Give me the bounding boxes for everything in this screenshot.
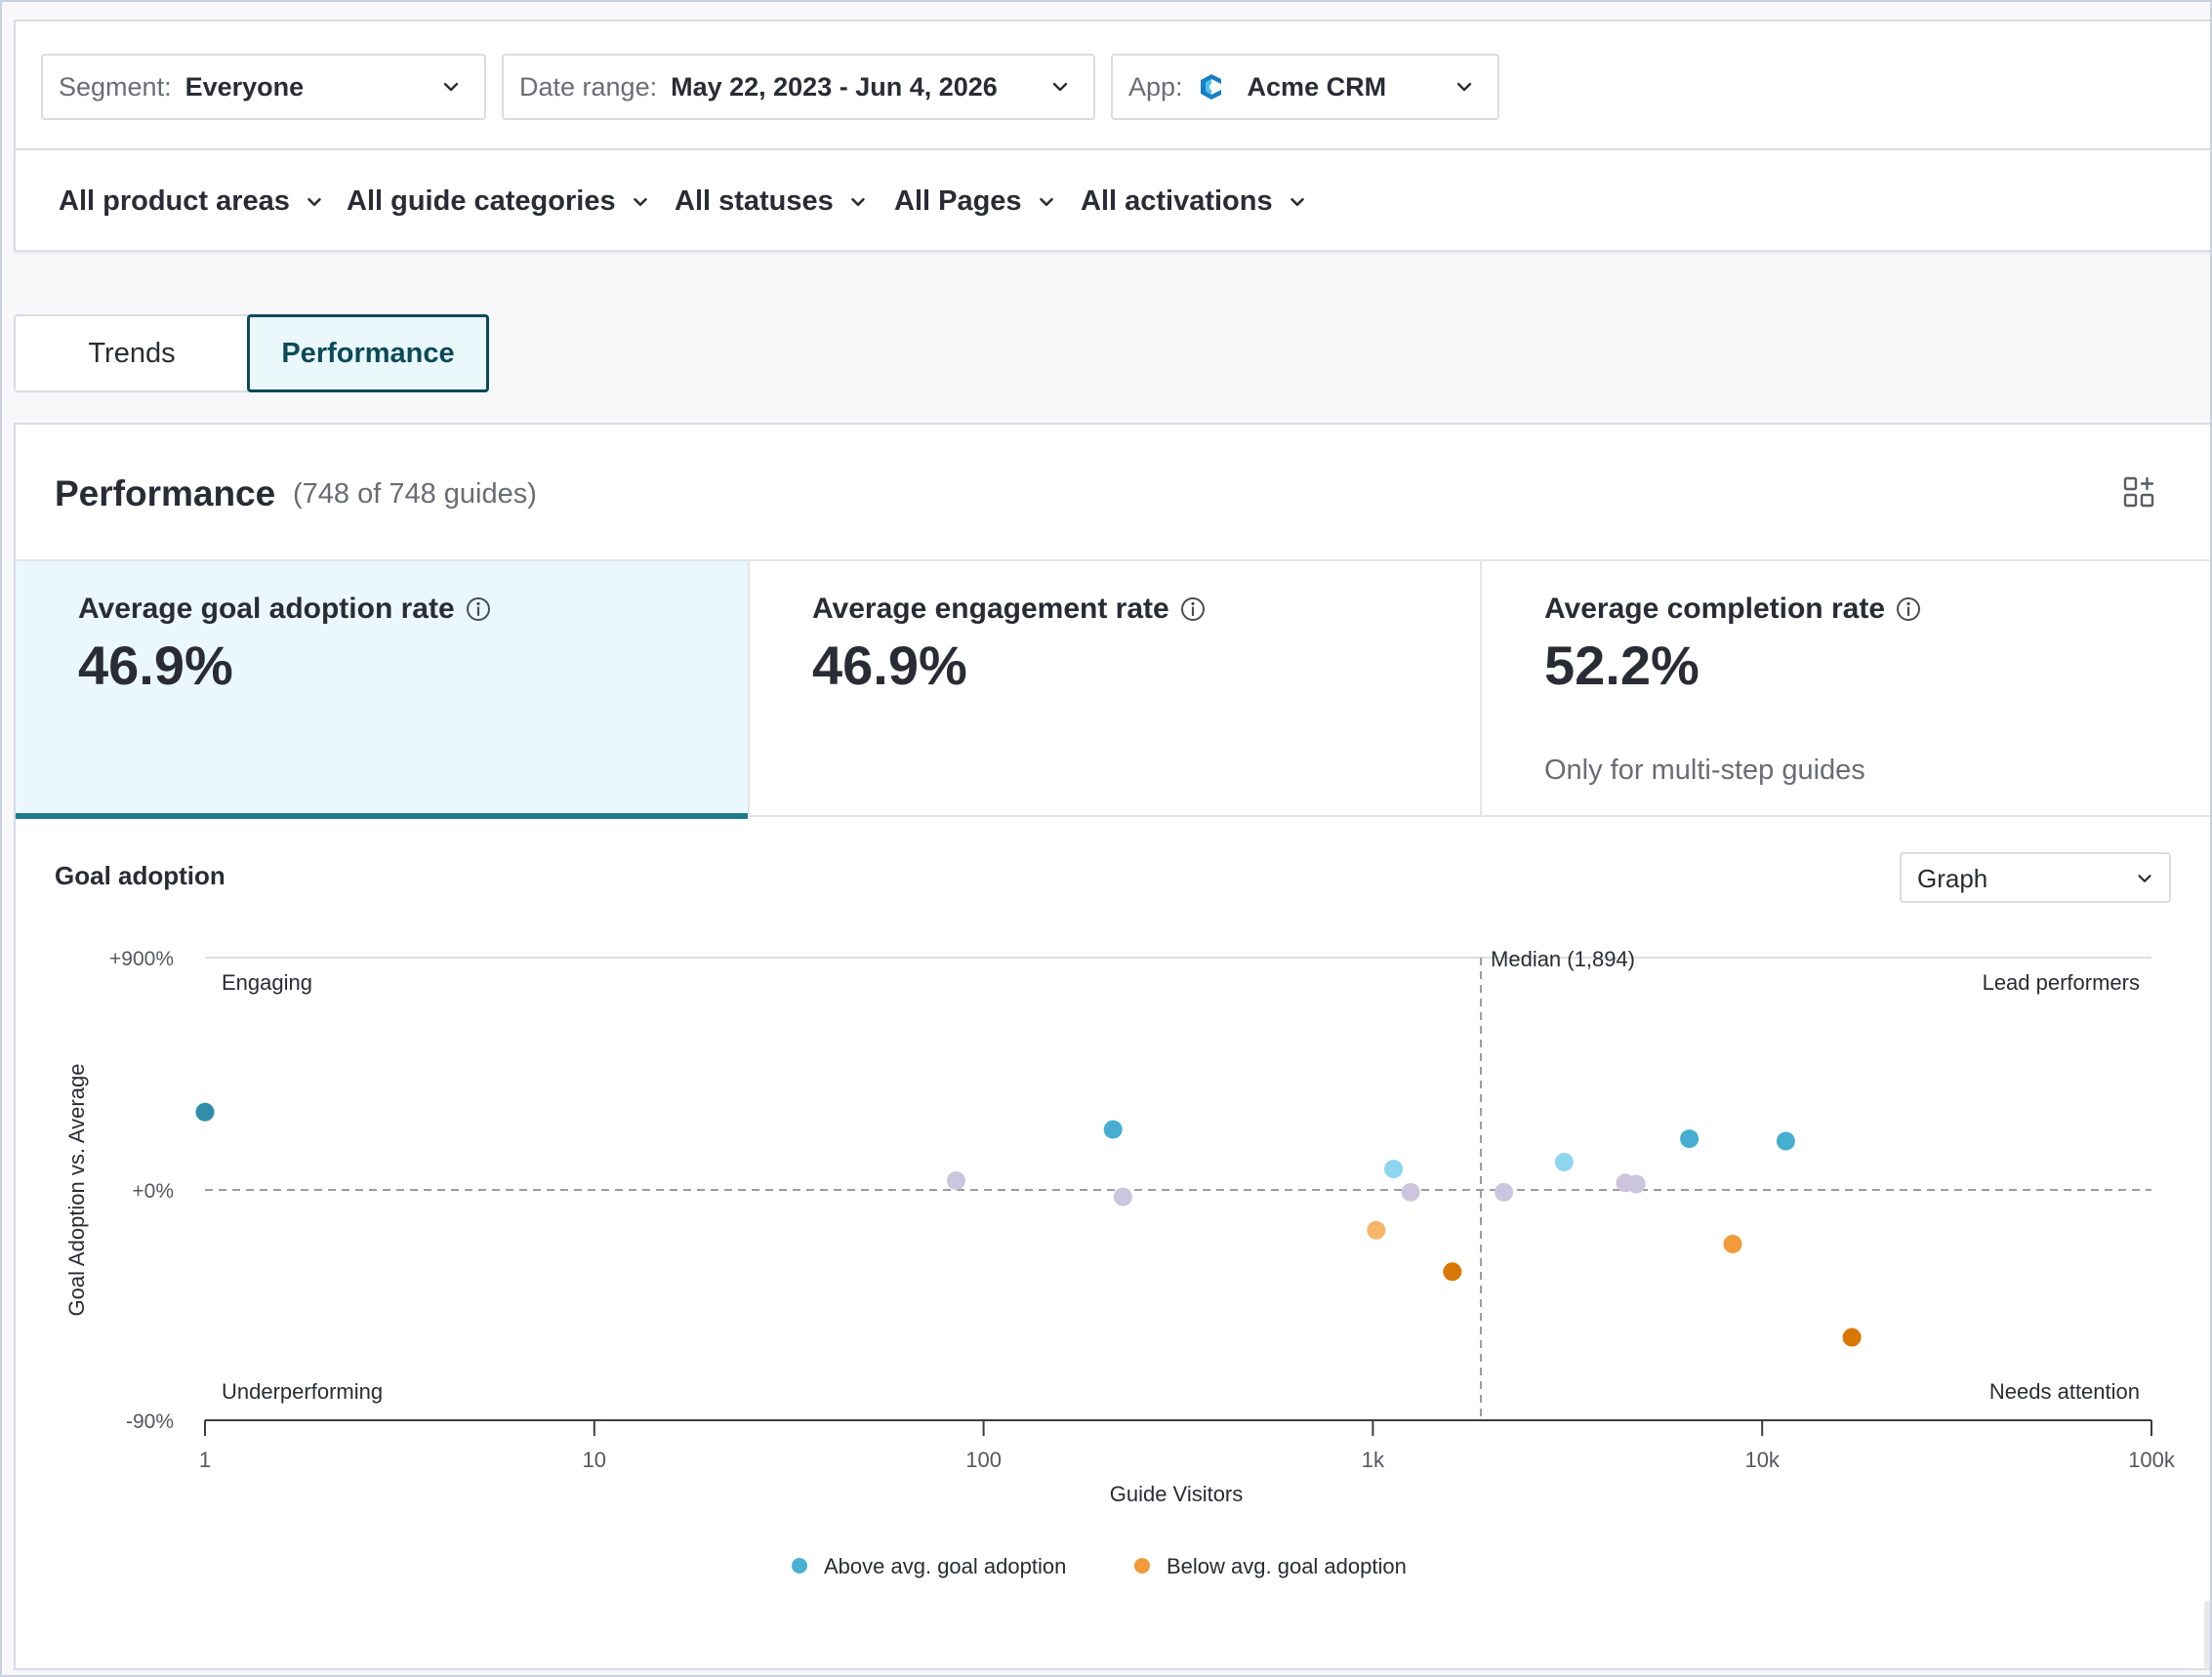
- metric-label-text: Average completion rate: [1544, 593, 1885, 625]
- card-title: Performance: [55, 473, 276, 513]
- tab-trends[interactable]: Trends: [14, 314, 248, 392]
- legend-marker-above: [792, 1558, 807, 1574]
- date-range-label: Date range:: [519, 71, 658, 102]
- view-type-select[interactable]: Graph: [1900, 852, 2171, 903]
- data-point: [1113, 1187, 1132, 1207]
- guide-count: (748 of 748 guides): [293, 478, 537, 510]
- x-tick-label: 10: [583, 1448, 606, 1472]
- data-point: [195, 1102, 215, 1122]
- info-icon[interactable]: [465, 595, 492, 623]
- view-type-value: Graph: [1917, 864, 1988, 893]
- app-filter[interactable]: App: Acme CRM: [1111, 54, 1499, 120]
- x-tick-label: 1: [199, 1448, 211, 1472]
- activations-label: All activations: [1081, 185, 1273, 217]
- quadrant-label-engaging: Engaging: [222, 970, 312, 995]
- product-areas-dropdown[interactable]: All product areas: [59, 185, 325, 218]
- scrollbar-handle[interactable]: [2204, 1601, 2212, 1669]
- chevron-down-icon: [851, 197, 865, 206]
- app-filter-label: App:: [1128, 71, 1183, 102]
- chart-section-title: Goal adoption: [55, 861, 225, 890]
- app-filter-value: Acme CRM: [1247, 71, 1387, 102]
- legend-label-below: Below avg. goal adoption: [1167, 1554, 1407, 1578]
- activations-dropdown[interactable]: All activations: [1081, 185, 1308, 218]
- y-tick-label: +0%: [132, 1180, 174, 1203]
- guide-categories-label: All guide categories: [347, 185, 616, 217]
- data-point: [1384, 1160, 1404, 1179]
- x-tick-label: 1k: [1362, 1448, 1385, 1472]
- metric-label-text: Average engagement rate: [812, 593, 1169, 625]
- secondary-filter-bar: All product areas All guide categories A…: [14, 150, 2212, 252]
- quadrant-label-needs-attention: Needs attention: [1989, 1379, 2140, 1404]
- metric-note: Only for multi-step guides: [1544, 755, 1865, 786]
- chevron-down-icon: [443, 82, 459, 92]
- guide-categories-dropdown[interactable]: All guide categories: [347, 185, 651, 218]
- chevron-down-icon: [633, 197, 647, 206]
- median-label: Median (1,894): [1491, 947, 1635, 971]
- add-widget-icon[interactable]: [2122, 475, 2155, 509]
- metric-value: 52.2%: [1544, 634, 1700, 696]
- data-point: [1776, 1131, 1795, 1151]
- data-point: [1495, 1182, 1514, 1202]
- data-point: [946, 1170, 965, 1190]
- x-tick-label: 10k: [1744, 1448, 1780, 1472]
- statuses-dropdown[interactable]: All statuses: [675, 185, 869, 218]
- data-point: [1443, 1262, 1462, 1282]
- y-tick-label: -90%: [126, 1411, 174, 1433]
- data-point: [1554, 1152, 1574, 1171]
- metric-label-text: Average goal adoption rate: [78, 593, 455, 625]
- info-icon[interactable]: [1179, 595, 1207, 623]
- data-point: [1367, 1220, 1386, 1240]
- pages-label: All Pages: [894, 185, 1022, 217]
- data-point: [1680, 1129, 1700, 1149]
- x-tick-label: 100: [965, 1448, 1002, 1472]
- app-logo-icon: [1200, 74, 1221, 100]
- performance-card: Performance (748 of 748 guides) Average …: [14, 423, 2212, 1670]
- data-point: [1723, 1234, 1742, 1253]
- metric-label: Average completion rate: [1544, 593, 1922, 626]
- quadrant-label-lead-performers: Lead performers: [1983, 970, 2140, 995]
- tab-performance[interactable]: Performance: [247, 314, 489, 392]
- chevron-down-icon: [1290, 197, 1304, 206]
- date-range-filter[interactable]: Date range: May 22, 2023 - Jun 4, 2026: [502, 54, 1095, 120]
- metric-label: Average engagement rate: [812, 593, 1207, 626]
- metrics-row: Average goal adoption rate 46.9% Average…: [16, 559, 2212, 819]
- legend-marker-below: [1134, 1558, 1150, 1574]
- legend-label-above: Above avg. goal adoption: [824, 1554, 1066, 1578]
- chevron-down-icon: [2138, 875, 2151, 882]
- quadrant-label-underperforming: Underperforming: [222, 1379, 383, 1404]
- chevron-down-icon: [1052, 82, 1068, 92]
- chevron-down-icon: [307, 197, 321, 206]
- data-point: [1103, 1120, 1123, 1139]
- pages-dropdown[interactable]: All Pages: [894, 185, 1057, 218]
- goal-adoption-scatter-chart: Median (1,894) +900% +0% -90% 1 10 100 1k 10k 100…: [64, 947, 2176, 1578]
- info-icon[interactable]: [1895, 595, 1922, 623]
- data-point: [1401, 1182, 1420, 1202]
- y-tick-label: +900%: [109, 948, 174, 970]
- chevron-down-icon: [1039, 197, 1053, 206]
- filter-bar: Segment: Everyone Date range: May 22, 20…: [14, 20, 2212, 150]
- product-areas-label: All product areas: [59, 185, 290, 217]
- x-tick-label: 100k: [2128, 1448, 2176, 1472]
- y-axis-label: Goal Adoption vs. Average: [64, 1064, 89, 1317]
- segment-filter-label: Segment:: [59, 71, 172, 102]
- segment-filter[interactable]: Segment: Everyone: [41, 54, 486, 120]
- segment-filter-value: Everyone: [184, 71, 305, 102]
- metric-value: 46.9%: [78, 634, 233, 696]
- metric-goal-adoption[interactable]: Average goal adoption rate 46.9%: [16, 561, 748, 819]
- metric-label: Average goal adoption rate: [78, 593, 492, 626]
- x-axis-label: Guide Visitors: [1110, 1482, 1244, 1506]
- data-point: [1626, 1174, 1646, 1194]
- metric-completion[interactable]: Average completion rate 52.2% Only for m…: [1480, 561, 2212, 817]
- chevron-down-icon: [1456, 82, 1472, 92]
- metric-engagement[interactable]: Average engagement rate 46.9%: [748, 561, 1480, 817]
- date-range-value: May 22, 2023 - Jun 4, 2026: [671, 71, 998, 102]
- statuses-label: All statuses: [675, 185, 834, 217]
- metric-value: 46.9%: [812, 634, 967, 696]
- data-point: [1842, 1328, 1862, 1347]
